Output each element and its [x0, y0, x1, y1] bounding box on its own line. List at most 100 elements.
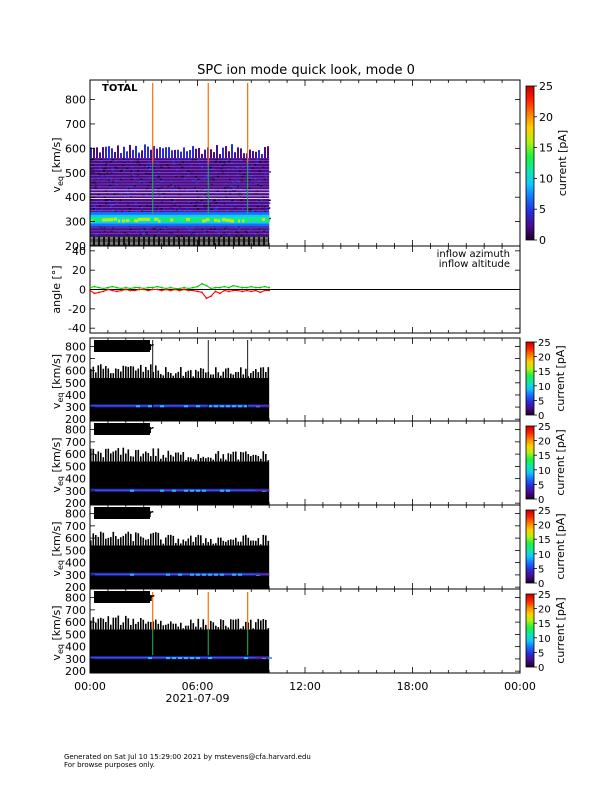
- heatmap-cell: [122, 447, 125, 462]
- heatmap-cell: [217, 451, 220, 462]
- heatmap-cell: [227, 159, 230, 161]
- y-tick-label: 500: [65, 544, 86, 557]
- heatmap-cell: [247, 537, 250, 546]
- heatmap-cell: [153, 234, 156, 237]
- heatmap-cell: [190, 535, 192, 546]
- heatmap-cell: [178, 163, 181, 165]
- heatmap-cell: [180, 622, 182, 630]
- heatmap-cell: [109, 179, 112, 181]
- heatmap-cell: [196, 405, 200, 408]
- heatmap-cell: [179, 206, 182, 209]
- data-point: [245, 289, 248, 292]
- heatmap-cell: [248, 208, 251, 211]
- heatmap-cell: [110, 373, 112, 378]
- heatmap-cell: [139, 233, 142, 235]
- heatmap-cell: [200, 203, 203, 206]
- heatmap-cell: [170, 232, 173, 235]
- heatmap-cell: [260, 544, 262, 546]
- heatmap-cell: [118, 219, 121, 223]
- heatmap-cell: [103, 230, 106, 232]
- heatmap-cell: [210, 457, 212, 462]
- heatmap-cell: [172, 489, 176, 492]
- heatmap-cell: [205, 458, 207, 462]
- heatmap-cell: [158, 219, 161, 223]
- heatmap-cell: [214, 573, 218, 576]
- heatmap-cell: [157, 177, 160, 179]
- colorbar-tick-label: 20: [538, 521, 551, 532]
- heatmap-cell: [174, 174, 177, 177]
- heatmap-cell: [223, 187, 226, 189]
- data-point: [268, 286, 271, 289]
- heatmap-cell: [235, 231, 238, 233]
- heatmap-cell: [207, 542, 210, 546]
- data-point: [115, 290, 118, 293]
- heatmap-cell: [210, 149, 212, 159]
- data-point: [227, 290, 230, 293]
- heatmap-cell: [248, 158, 251, 161]
- heatmap-cell: [219, 161, 222, 163]
- heatmap-cell: [169, 183, 172, 186]
- colorbar-tick-label: 25: [539, 80, 553, 93]
- heatmap-cell: [92, 617, 95, 630]
- heatmap-cell: [117, 231, 120, 233]
- heatmap-cell: [162, 454, 165, 462]
- heatmap-cell: [222, 540, 225, 546]
- heatmap-cell: [237, 459, 240, 462]
- heatmap-cell: [127, 449, 130, 462]
- heatmap-cell: [214, 405, 218, 408]
- heatmap-cell: [152, 372, 155, 378]
- heatmap-cell: [243, 193, 246, 196]
- heatmap-cell: [245, 230, 248, 232]
- heatmap-cell: [225, 368, 227, 378]
- data-point: [241, 290, 244, 293]
- heatmap-cell: [252, 151, 254, 159]
- heatmap-cell: [163, 192, 166, 194]
- y-axis-label: veq [km/s]: [50, 437, 65, 492]
- heatmap-cell: [209, 177, 212, 179]
- heatmap-cell: [172, 657, 176, 660]
- heatmap-cell: [173, 160, 176, 163]
- heatmap-cell: [217, 627, 220, 630]
- heatmap-cell: [122, 178, 125, 180]
- heatmap-cell: [224, 183, 227, 185]
- heatmap-cell: [117, 145, 119, 159]
- heatmap-cell: [238, 197, 241, 199]
- heatmap-cell: [178, 187, 181, 190]
- heatmap-cell: [242, 196, 245, 199]
- heatmap-cell: [90, 448, 92, 462]
- heatmap-cell: [267, 146, 269, 159]
- heatmap-cell: [159, 165, 162, 168]
- heatmap-cell: [152, 228, 155, 230]
- heatmap-cell: [193, 191, 196, 193]
- data-point: [111, 289, 114, 292]
- heatmap-cell: [97, 193, 100, 196]
- heatmap-cell: [184, 489, 188, 492]
- heatmap-cell: [197, 454, 200, 462]
- legend-entry: inflow azimuth: [437, 249, 510, 260]
- heatmap-cell: [167, 372, 170, 378]
- heatmap-cell: [148, 173, 151, 175]
- heatmap-cell: [176, 235, 179, 237]
- heatmap-cell: [238, 226, 241, 228]
- heatmap-cell: [244, 190, 247, 193]
- heatmap-cell: [242, 166, 245, 168]
- heatmap-cell: [154, 217, 159, 221]
- heatmap-cell: [225, 226, 228, 228]
- colorbar-scale: [525, 341, 535, 416]
- heatmap-cell: [172, 184, 175, 187]
- heatmap-cell: [177, 149, 179, 159]
- heatmap-cell: [224, 163, 227, 165]
- heatmap-cell: [155, 455, 157, 462]
- heatmap-cell: [124, 231, 127, 234]
- heatmap-cell: [189, 210, 192, 212]
- data-point: [268, 289, 271, 292]
- heatmap-cell: [234, 152, 236, 159]
- heatmap-cells: [90, 447, 270, 505]
- heatmap-cell: [122, 158, 125, 160]
- heatmap-cell: [136, 405, 140, 408]
- heatmap-cell: [244, 405, 248, 408]
- heatmap-cell: [196, 196, 199, 198]
- panel-label: C sensor: [100, 507, 154, 520]
- heatmap-cell: [267, 540, 270, 546]
- data-point: [133, 286, 136, 289]
